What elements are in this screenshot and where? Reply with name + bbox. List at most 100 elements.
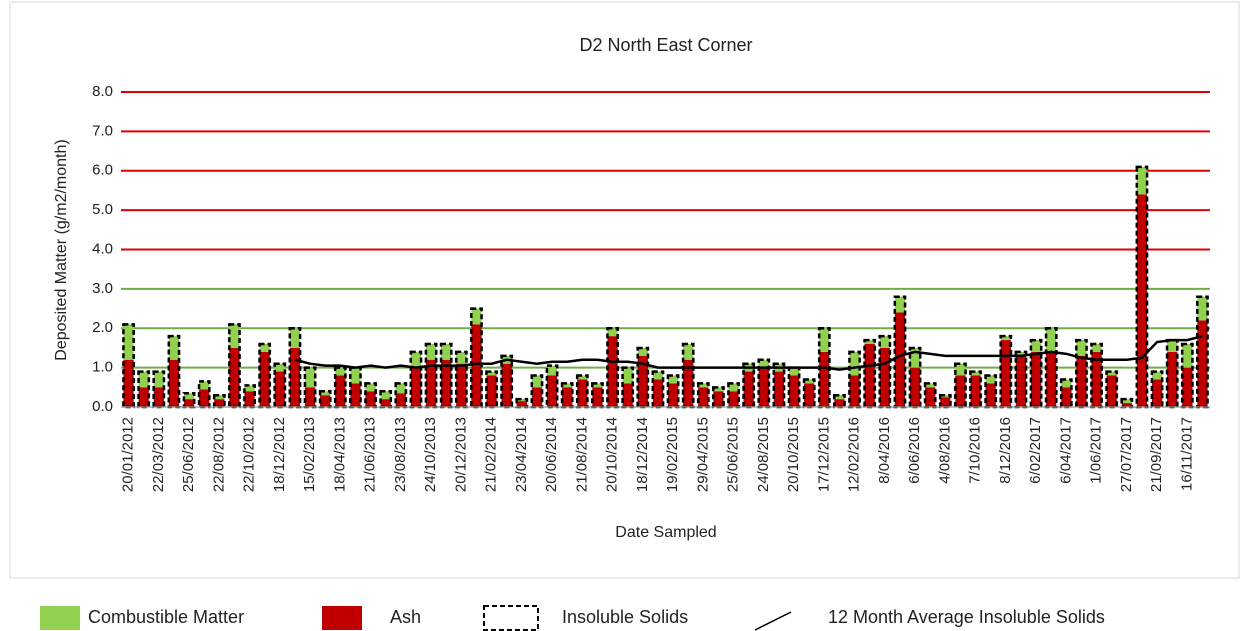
bar-segment [1046,351,1057,407]
bar-segment [244,385,255,392]
x-tick-label: 20/01/2012 [120,417,137,492]
bar-segment [849,351,860,376]
x-tick-label: 25/06/2015 [725,417,742,492]
x-tick-label: 6/04/2017 [1057,417,1074,484]
bar-segment [138,387,149,407]
bar-segment [834,395,845,400]
x-tick-label: 18/12/2014 [634,417,651,492]
insoluble-outline [1180,342,1194,409]
bar-segment [909,367,921,407]
x-tick-label: 24/10/2013 [422,417,439,492]
bar-segment [546,375,558,407]
x-axis-title: Date Sampled [615,524,716,541]
bar-segment [425,344,437,360]
insoluble-outline [530,374,544,409]
legend-swatch [322,606,362,630]
bar-segment [788,375,800,407]
bar-segment [637,355,648,407]
insoluble-outline [575,374,589,409]
insoluble-outline [727,382,740,409]
bar-segment [1000,340,1011,407]
insoluble-outline [757,358,771,409]
insoluble-outline [515,397,529,409]
bar-segment [183,393,195,400]
bar-segment [713,387,724,392]
x-tick-label: 27/07/2017 [1118,417,1135,492]
bar-segment [1030,351,1042,407]
bar-segment [849,375,860,407]
y-tick-label: 2.0 [92,319,113,336]
bar-segment [1091,344,1102,352]
bar-segment [1121,403,1132,407]
bar-segment [894,312,906,407]
bar-segment [652,379,664,407]
bar-segment [395,393,406,407]
bar-segment [758,359,769,368]
bar-segment [909,347,921,368]
bar-segment [471,324,482,407]
bar-segment [546,365,558,376]
insoluble-outline [893,295,907,409]
bar-segment [864,344,875,407]
bar-segment [622,367,633,384]
insoluble-outline [424,342,438,409]
x-tick-label: 20/10/2015 [785,417,802,492]
x-tick-label: 7/10/2016 [967,417,984,484]
bar-segment [925,383,936,388]
insoluble-outline [1196,295,1209,409]
x-tick-label: 19/02/2015 [664,417,681,492]
bar-segment [985,383,996,407]
legend-label: Insoluble Solids [562,607,688,627]
bar-segment [425,359,437,407]
insoluble-outline [681,342,695,409]
bar-segment [183,399,195,407]
x-tick-label: 15/02/2013 [301,417,318,492]
bar-segment [1151,371,1163,380]
bar-segment [894,296,906,313]
bar-segment [1136,166,1148,195]
bar-segment [1151,379,1163,407]
bar-segment [395,383,406,394]
bar-segment [380,399,391,407]
bar-segment [229,347,240,407]
x-tick-label: 16/11/2017 [1178,417,1195,491]
insoluble-outline [923,382,937,409]
bar-segment [592,383,603,388]
x-tick-label: 21/02/2014 [483,417,500,492]
y-axis-title: Deposited Matter (g/m2/month) [53,139,70,360]
legend-swatch [483,605,539,631]
bar-segment [698,387,709,407]
legend-label: 12 Month Average Insoluble Solids [828,607,1105,627]
bar-segment [471,308,482,325]
x-tick-label: 18/04/2013 [331,417,348,492]
bar-segment [335,375,346,407]
y-tick-label: 7.0 [92,122,113,139]
bar-segment [1197,320,1208,407]
bar-segment [879,347,890,407]
bar-segment [1167,351,1178,407]
bar-segment [516,399,527,402]
chart-frame [9,1,1240,579]
bar-segment [335,367,346,376]
bar-segment [804,379,815,384]
insoluble-outline [984,374,998,409]
bar-segment [758,367,769,407]
insoluble-outline [318,390,332,409]
insoluble-outline [182,391,196,409]
bar-segment [955,363,966,376]
bar-segment [1091,351,1102,407]
bar-segment [274,363,285,372]
bar-segment [1076,355,1087,407]
bar-segment [123,359,134,407]
y-tick-label: 4.0 [92,240,113,257]
bar-segment [456,363,467,407]
bar-segment [622,383,633,407]
bar-segment [380,391,391,400]
insoluble-outline [394,382,408,409]
bar-segment [1182,344,1193,368]
bar-segment [728,391,739,407]
bar-segment [1046,328,1057,352]
bar-segment [1167,340,1178,352]
y-tick-label: 0.0 [92,398,113,415]
